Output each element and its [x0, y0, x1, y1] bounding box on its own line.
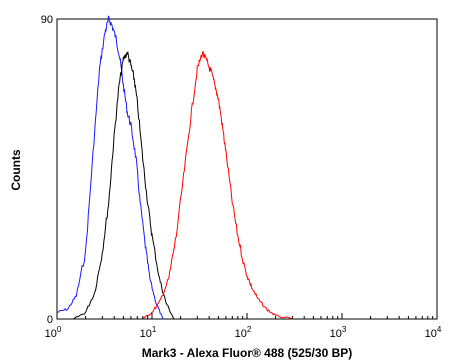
y-tick-label: 0 — [47, 314, 53, 326]
x-tick-label: 104 — [425, 325, 442, 340]
x-axis-title: Mark3 - Alexa Fluor® 488 (525/30 BP) — [142, 346, 353, 360]
tick-layer: 100 101 102 103 104 0 90 — [41, 14, 442, 340]
x-tick-label: 100 — [45, 325, 62, 340]
series-line-1 — [73, 51, 175, 320]
series-line-2 — [142, 50, 293, 320]
series-line-0 — [56, 15, 164, 320]
x-tick-label: 102 — [235, 325, 252, 340]
x-tick-label: 103 — [330, 325, 347, 340]
y-axis-title: Counts — [9, 149, 23, 191]
x-tick-label: 101 — [140, 325, 157, 340]
series-layer — [56, 15, 293, 320]
plot-frame — [56, 18, 438, 320]
y-tick-label: 90 — [41, 14, 53, 26]
